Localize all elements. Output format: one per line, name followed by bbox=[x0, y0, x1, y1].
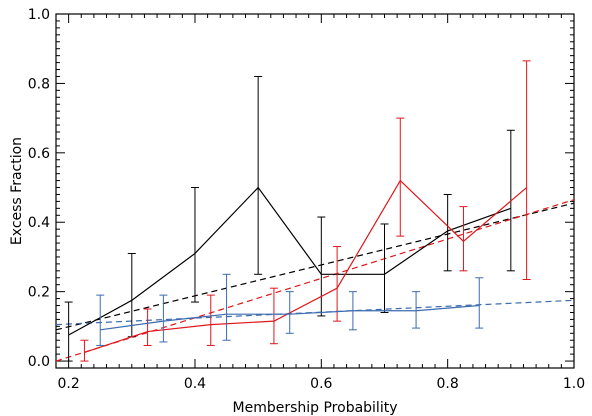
x-tick-label: 0.6 bbox=[310, 376, 332, 392]
fit-line-2 bbox=[55, 199, 575, 362]
fit-line-3 bbox=[55, 299, 575, 326]
x-axis-ticks: 0.2 0.4 0.6 0.8 1.0 bbox=[55, 14, 585, 392]
x-axis-label: Membership Probability bbox=[233, 400, 398, 416]
series-3 bbox=[96, 273, 484, 346]
series-2 bbox=[80, 60, 531, 362]
fit-line-1 bbox=[55, 202, 575, 331]
data-series bbox=[64, 60, 531, 362]
fit-lines bbox=[55, 199, 575, 362]
series-line-2 bbox=[84, 179, 528, 353]
series-line-3 bbox=[100, 304, 480, 331]
x-tick-label: 0.2 bbox=[58, 376, 80, 392]
plot-frame bbox=[55, 13, 575, 369]
y-tick-label: 0.2 bbox=[28, 285, 50, 301]
x-tick-label: 1.0 bbox=[563, 376, 585, 392]
series-line-1 bbox=[68, 186, 512, 336]
y-tick-label: 0.8 bbox=[28, 76, 50, 92]
plot-area bbox=[55, 13, 575, 369]
y-tick-label: 0.4 bbox=[28, 215, 50, 231]
y-axis-label: Excess Fraction bbox=[9, 137, 25, 245]
y-tick-label: 0.0 bbox=[28, 354, 50, 370]
x-tick-label: 0.4 bbox=[184, 376, 206, 392]
series-1 bbox=[64, 75, 515, 362]
y-axis-ticks: 0.0 0.2 0.4 0.6 0.8 1.0 bbox=[28, 7, 574, 370]
y-tick-label: 0.6 bbox=[28, 146, 50, 162]
x-tick-label: 0.8 bbox=[437, 376, 459, 392]
y-tick-label: 1.0 bbox=[28, 7, 50, 23]
